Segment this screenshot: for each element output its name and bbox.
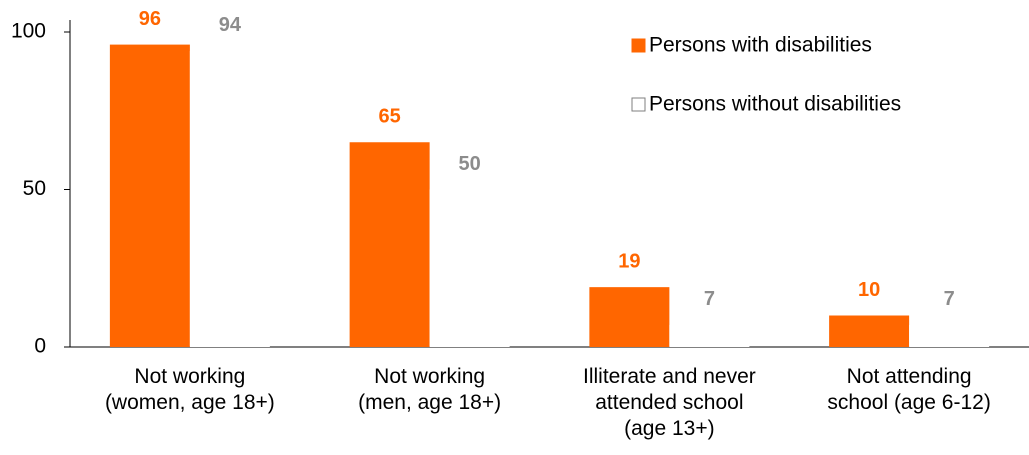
- bar: [669, 324, 750, 347]
- x-tick-label: Illiterate and never attended school (age …: [583, 365, 756, 440]
- x-tick-label: Not attending school (age 6-12): [827, 365, 990, 414]
- x-tick-label-line: (women, age 18+): [105, 391, 275, 414]
- bar: [589, 287, 670, 347]
- bar: [189, 50, 270, 348]
- value-label: 50: [459, 153, 481, 175]
- y-tick-label: 100: [11, 20, 46, 43]
- bar: [109, 44, 190, 347]
- bar: [909, 324, 990, 347]
- x-tick-label-line: (age 13+): [624, 417, 714, 440]
- x-tick-label-line: Not attending: [847, 365, 972, 388]
- y-tick-label: 50: [23, 177, 46, 200]
- legend-label: Persons with disabilities: [649, 34, 872, 57]
- x-tick-label: Not working (men, age 18+): [358, 365, 501, 414]
- value-label: 94: [219, 14, 242, 36]
- bar: [429, 189, 510, 347]
- legend-label: Persons without disabilities: [649, 93, 901, 116]
- value-label: 96: [139, 8, 161, 30]
- legend-swatch: [631, 97, 646, 112]
- x-tick-label-line: attended school: [595, 391, 743, 414]
- x-tick-label-line: (men, age 18+): [358, 391, 501, 414]
- x-tick-label-line: Illiterate and never: [583, 365, 756, 388]
- legend-swatch: [631, 38, 646, 53]
- x-tick-label-line: Not working: [374, 365, 485, 388]
- x-tick-label-line: school (age 6-12): [827, 391, 990, 414]
- value-label: 65: [379, 106, 401, 128]
- y-tick-label: 0: [34, 335, 46, 358]
- value-label: 10: [858, 279, 880, 301]
- bar: [349, 142, 430, 347]
- value-label: 7: [944, 288, 955, 310]
- bar: [829, 315, 910, 347]
- value-label: 19: [618, 250, 640, 272]
- x-tick-label: Not working (women, age 18+): [105, 365, 275, 414]
- value-label: 7: [704, 288, 715, 310]
- x-tick-label-line: Not working: [134, 365, 245, 388]
